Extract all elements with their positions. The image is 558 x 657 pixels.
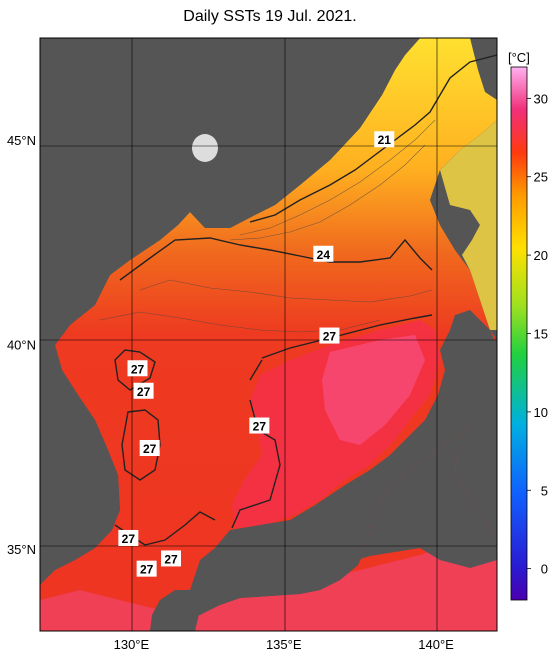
contour-label: 27 — [137, 385, 151, 399]
colorbar-tick-label: 0 — [541, 562, 548, 577]
lake-khanka — [192, 134, 218, 162]
contour-label: 27 — [143, 442, 157, 456]
colorbar-tick-label: 10 — [534, 405, 548, 420]
colorbar-tick-label: 15 — [534, 327, 548, 342]
colorbar-tick-label: 30 — [534, 91, 548, 106]
colorbar-ticks: 0 5 10 15 20 25 30 — [527, 91, 548, 577]
colorbar-tick-label: 25 — [534, 170, 548, 185]
cool-coastal-water — [440, 120, 497, 330]
contour-label: 24 — [317, 248, 331, 262]
y-tick-label: 45°N — [7, 133, 36, 148]
contour-24 — [119, 237, 433, 281]
contour-label: 27 — [122, 532, 136, 546]
colorbar: [°C] 0 5 10 15 20 25 30 — [508, 50, 548, 601]
contour-label: 27 — [164, 552, 178, 566]
contour-label: 27 — [131, 362, 145, 376]
contour-label-box — [136, 560, 157, 577]
x-tick-label: 140°E — [418, 637, 454, 652]
y-axis-ticks: 35°N 40°N 45°N — [7, 133, 36, 557]
contour-label-box — [313, 245, 334, 262]
southern-warm-band — [40, 540, 497, 631]
contour-labels: 21 24 27 27 27 27 27 27 27 27 — [118, 131, 395, 577]
contour-label-box — [127, 360, 148, 377]
contour-label-box — [319, 327, 340, 344]
contour-label-box — [133, 382, 154, 399]
x-tick-label: 135°E — [266, 637, 302, 652]
y-tick-label: 40°N — [7, 338, 36, 353]
colorbar-tick-label: 5 — [541, 483, 548, 498]
x-tick-label: 130°E — [114, 637, 150, 652]
chart-title: Daily SSTs 19 Jul. 2021. — [183, 8, 357, 25]
contour-27-west — [114, 349, 156, 391]
russian-coast — [40, 38, 420, 325]
contour-label-box — [139, 440, 160, 457]
contour-label: 27 — [253, 420, 267, 434]
contour-label-box — [374, 131, 395, 148]
map-plot-area: 21 24 27 27 27 27 27 27 27 27 — [40, 38, 497, 631]
colorbar-unit: [°C] — [508, 50, 530, 65]
contour-label-box — [249, 417, 270, 434]
honshu-west-coast — [190, 310, 497, 610]
contour-label-box — [118, 529, 139, 546]
pink-hotspot — [322, 335, 425, 445]
sakhalin-strip — [470, 38, 497, 100]
x-axis-ticks: 130°E 135°E 140°E — [114, 637, 455, 652]
contour-27 — [261, 314, 433, 359]
y-tick-label: 35°N — [7, 542, 36, 557]
colorbar-gradient — [510, 66, 528, 601]
contour-label-box — [161, 550, 182, 567]
contour-label: 21 — [378, 133, 392, 147]
colorbar-tick-label: 20 — [534, 248, 548, 263]
contour-label: 27 — [140, 563, 154, 577]
contour-label: 27 — [323, 330, 337, 344]
korean-peninsula — [40, 300, 120, 575]
map-frame — [39, 37, 498, 632]
contour-21 — [249, 54, 497, 223]
contour-27-korea — [121, 409, 161, 481]
kyushu — [150, 590, 200, 631]
